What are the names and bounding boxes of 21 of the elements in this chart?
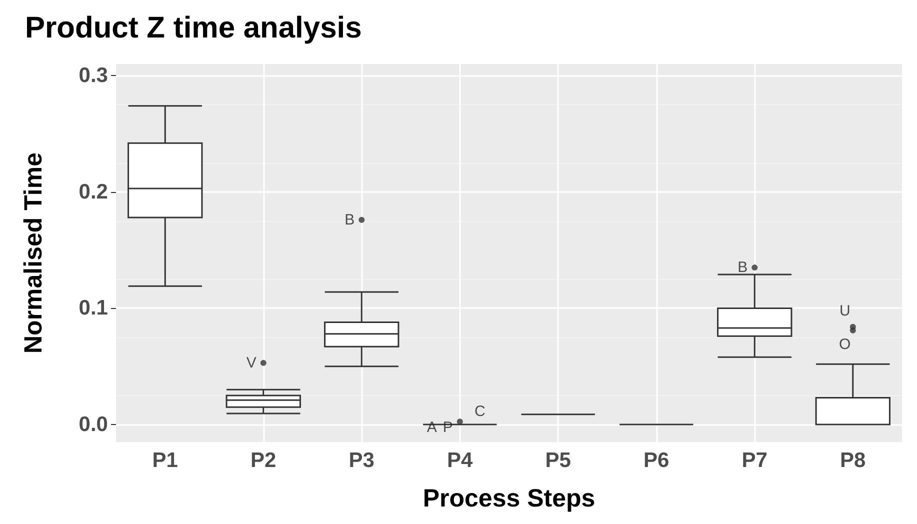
x-tick-label: P3	[348, 449, 374, 472]
x-tick-label: P1	[152, 449, 178, 472]
y-tick-label: 0.0	[78, 413, 108, 436]
annotation: O	[839, 336, 851, 353]
chart-title: Product Z time analysis	[25, 12, 362, 44]
x-tick-label: P8	[840, 449, 866, 472]
x-tick-label: P6	[644, 449, 670, 472]
x-axis-title: Process Steps	[422, 484, 596, 512]
x-tick-label: P7	[742, 449, 768, 472]
x-tick-label: P5	[545, 449, 572, 472]
x-tick-label: P4	[447, 449, 474, 472]
x-tick-label: P2	[250, 449, 276, 472]
y-tick-label: 0.2	[78, 180, 108, 204]
annotation: U	[839, 302, 850, 320]
annotation: V	[246, 354, 256, 372]
y-tick-label: 0.3	[78, 64, 108, 88]
annotation: C	[474, 403, 486, 420]
y-axis-title: Normalised Time	[20, 152, 48, 354]
annotation: B	[344, 211, 355, 228]
annotation: B	[738, 259, 748, 276]
y-tick-label: 0.1	[78, 296, 108, 320]
